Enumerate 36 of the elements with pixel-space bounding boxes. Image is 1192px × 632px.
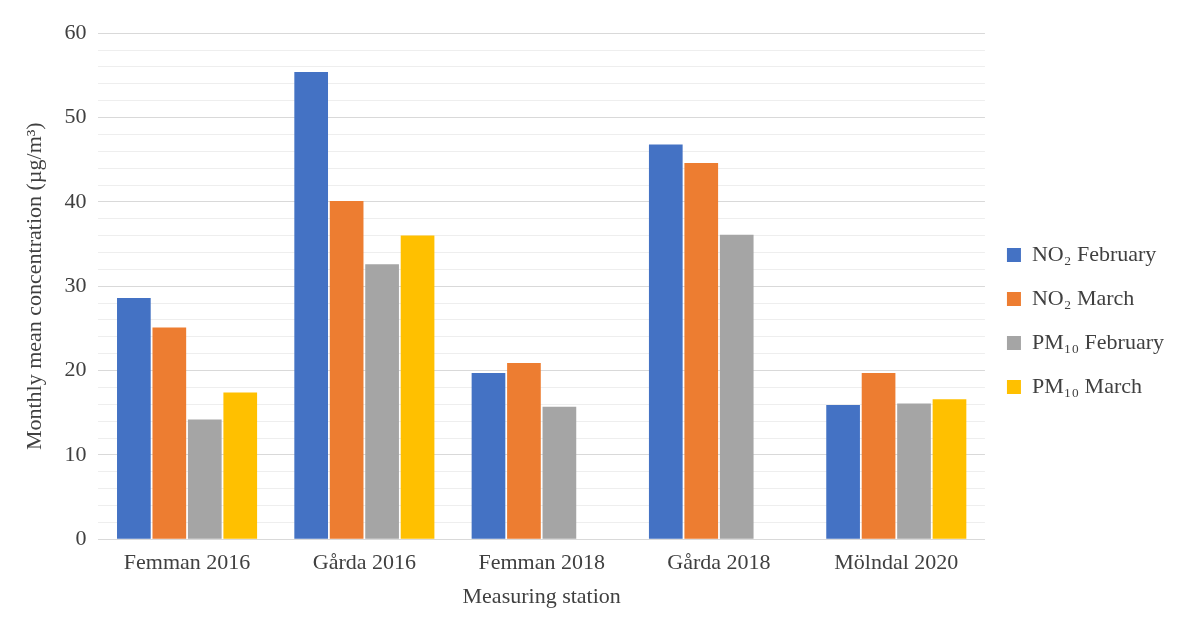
bar bbox=[471, 373, 506, 539]
legend-label: NO₂ March bbox=[1031, 284, 1135, 310]
bar bbox=[365, 264, 399, 539]
bar bbox=[187, 419, 222, 539]
bar bbox=[932, 399, 967, 539]
bar bbox=[223, 392, 258, 539]
y-tick-label: 20 bbox=[64, 356, 87, 382]
x-tick-label: Gårda 2016 bbox=[312, 549, 416, 575]
x-tick-label: Femman 2018 bbox=[478, 549, 605, 575]
y-tick-label: 30 bbox=[64, 271, 87, 297]
bar bbox=[542, 406, 577, 539]
bar bbox=[507, 362, 541, 539]
bar bbox=[294, 71, 329, 539]
y-tick-label: 60 bbox=[64, 18, 87, 44]
bar bbox=[152, 327, 187, 539]
bar bbox=[648, 144, 683, 539]
bar bbox=[897, 403, 931, 539]
bar bbox=[329, 201, 364, 539]
bar bbox=[861, 373, 896, 539]
x-tick-label: Gårda 2018 bbox=[667, 549, 771, 575]
bar bbox=[719, 234, 754, 539]
legend-label: PM₁₀ February bbox=[1031, 328, 1165, 354]
x-tick-label: Mölndal 2020 bbox=[834, 549, 959, 575]
y-axis-title: Monthly mean concentration (µg/m³) bbox=[20, 122, 46, 451]
y-tick-label: 50 bbox=[64, 103, 87, 129]
legend-label: PM₁₀ March bbox=[1031, 372, 1143, 398]
legend-label: NO₂ February bbox=[1031, 240, 1157, 266]
bar bbox=[117, 298, 151, 539]
y-tick-label: 10 bbox=[64, 440, 87, 466]
y-tick-label: 0 bbox=[75, 524, 87, 550]
x-axis-title: Measuring station bbox=[462, 582, 621, 608]
x-tick-label: Femman 2016 bbox=[123, 549, 251, 575]
bar bbox=[826, 405, 860, 539]
y-tick-label: 40 bbox=[64, 187, 87, 213]
bar bbox=[684, 163, 719, 539]
bar bbox=[400, 235, 435, 539]
